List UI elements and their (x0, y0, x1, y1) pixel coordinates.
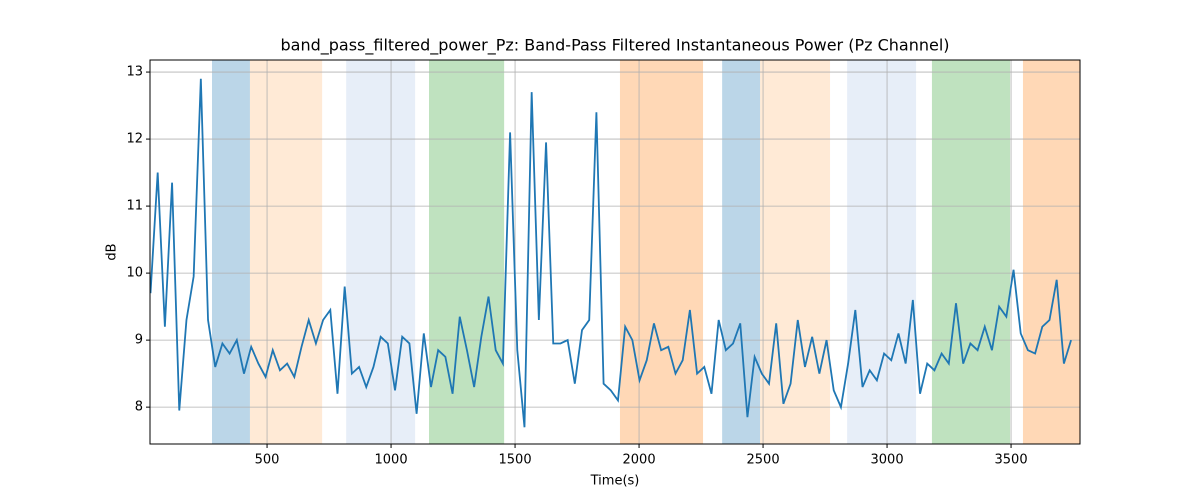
y-tick-label: 11 (126, 199, 143, 214)
x-tick-label: 2500 (747, 453, 780, 468)
x-tick-label: 2000 (623, 453, 656, 468)
region (760, 60, 831, 444)
region (847, 60, 917, 444)
region (722, 60, 761, 444)
region (619, 60, 704, 444)
region (346, 60, 416, 444)
x-tick-label: 1000 (375, 453, 408, 468)
y-tick-label: 13 (126, 65, 143, 80)
region (429, 60, 505, 444)
line (150, 78, 1072, 428)
region (931, 60, 1011, 444)
axes-frame (149, 59, 1081, 445)
x-tick-label: 500 (255, 453, 280, 468)
x-axis-label: Time(s) (590, 474, 640, 489)
y-tick-label: 10 (126, 266, 143, 281)
y-tick-label: 12 (126, 132, 143, 147)
y-tick-label: 8 (135, 400, 143, 415)
y-tick-label: 9 (135, 333, 143, 348)
region (212, 60, 250, 444)
x-tick-label: 3500 (995, 453, 1028, 468)
x-tick-label: 3000 (871, 453, 904, 468)
region (1022, 60, 1080, 444)
region (249, 60, 323, 444)
y-axis-label: dB (105, 243, 120, 260)
chart-title: band_pass_filtered_power_Pz: Band-Pass F… (280, 36, 949, 56)
x-tick-label: 1500 (499, 453, 532, 468)
